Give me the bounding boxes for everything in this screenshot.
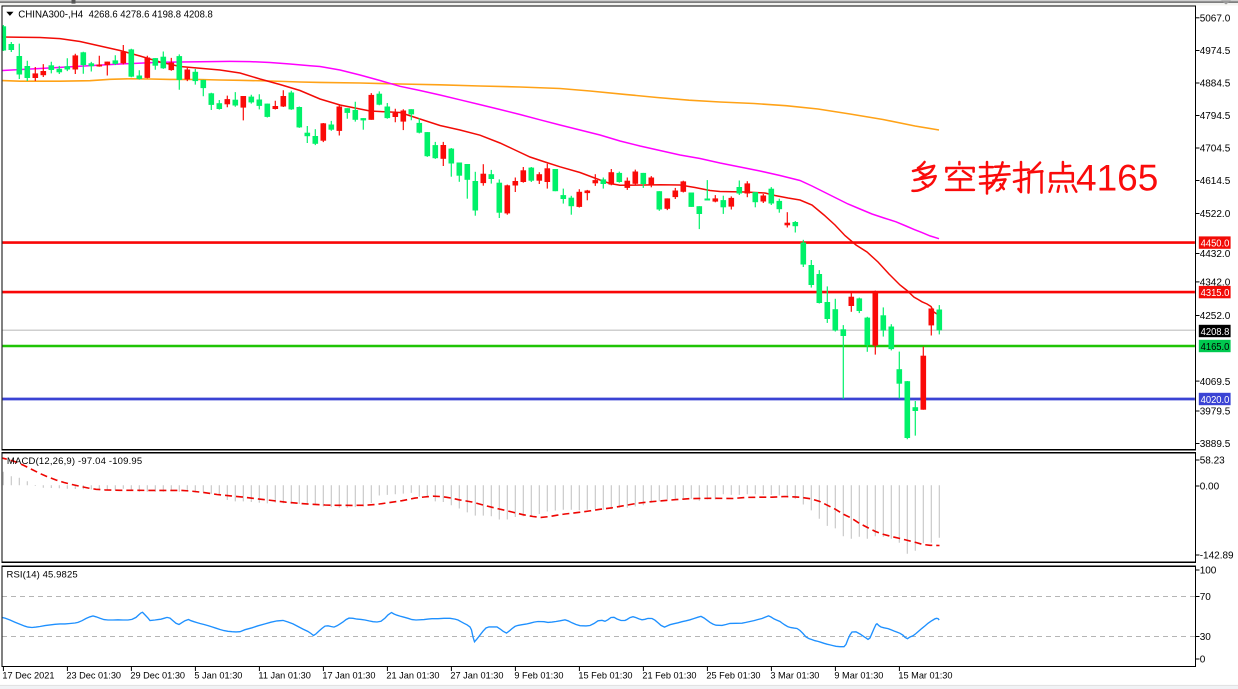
svg-text:17 Jan 01:30: 17 Jan 01:30 [322,670,375,680]
svg-text:5067.0: 5067.0 [1200,14,1231,25]
svg-text:CHINA300-,H4: CHINA300-,H4 [18,9,83,20]
svg-text:4020.0: 4020.0 [1201,395,1230,406]
svg-text:21 Feb 01:30: 21 Feb 01:30 [642,670,696,680]
svg-text:4342.0: 4342.0 [1200,278,1231,289]
svg-text:11 Jan 01:30: 11 Jan 01:30 [258,670,310,680]
svg-text:29 Dec 01:30: 29 Dec 01:30 [130,670,185,680]
svg-text:MACD(12,26,9) -97.04 -109.95: MACD(12,26,9) -97.04 -109.95 [7,456,142,467]
svg-text:4974.5: 4974.5 [1200,46,1231,57]
svg-text:RSI(14) 45.9825: RSI(14) 45.9825 [7,569,78,580]
svg-text:23 Dec 01:30: 23 Dec 01:30 [66,670,121,680]
svg-text:5 Jan 01:30: 5 Jan 01:30 [194,670,242,680]
svg-text:9 Mar 01:30: 9 Mar 01:30 [834,670,883,680]
svg-text:3979.5: 3979.5 [1200,407,1231,418]
svg-text:0.00: 0.00 [1200,482,1220,493]
svg-text:4450.0: 4450.0 [1201,239,1230,250]
svg-text:4268.6 4278.6 4198.8 4208.8: 4268.6 4278.6 4198.8 4208.8 [89,9,214,20]
svg-text:58.23: 58.23 [1200,456,1225,467]
svg-text:4884.5: 4884.5 [1200,79,1231,90]
svg-text:100: 100 [1200,566,1217,577]
svg-text:4208.8: 4208.8 [1201,327,1230,338]
svg-text:4165.0: 4165.0 [1201,342,1230,353]
svg-text:21 Jan 01:30: 21 Jan 01:30 [386,670,439,680]
svg-text:0: 0 [1200,655,1206,666]
svg-text:4252.0: 4252.0 [1200,311,1231,322]
svg-text:27 Jan 01:30: 27 Jan 01:30 [450,670,503,680]
svg-text:17 Dec 2021: 17 Dec 2021 [2,670,54,680]
svg-text:25 Feb 01:30: 25 Feb 01:30 [706,670,760,680]
svg-text:-142.89: -142.89 [1200,551,1234,562]
svg-text:4315.0: 4315.0 [1201,288,1230,299]
svg-text:4069.5: 4069.5 [1200,377,1231,388]
svg-text:15 Feb 01:30: 15 Feb 01:30 [578,670,632,680]
svg-text:3889.5: 3889.5 [1200,439,1231,450]
svg-text:3 Mar 01:30: 3 Mar 01:30 [770,670,819,680]
svg-text:4432.0: 4432.0 [1200,249,1231,260]
svg-text:4704.5: 4704.5 [1200,144,1231,155]
svg-text:9 Feb 01:30: 9 Feb 01:30 [514,670,563,680]
svg-text:15 Mar 01:30: 15 Mar 01:30 [898,670,952,680]
svg-text:4165: 4165 [1076,158,1158,199]
svg-text:30: 30 [1200,632,1212,643]
svg-text:4794.5: 4794.5 [1200,111,1231,122]
svg-text:70: 70 [1200,592,1212,603]
svg-text:4522.0: 4522.0 [1200,209,1231,220]
svg-text:4614.5: 4614.5 [1200,176,1231,187]
